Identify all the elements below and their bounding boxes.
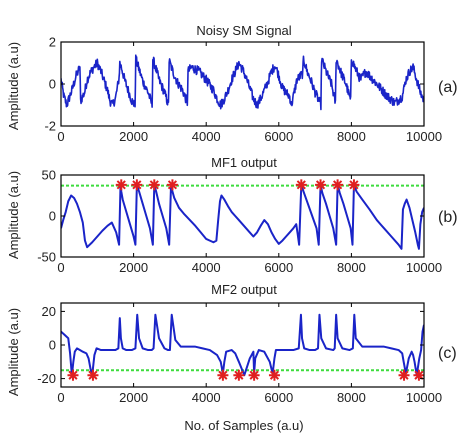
panel-c-xtick-label: 2000 bbox=[119, 390, 148, 405]
panel-c-title: MF2 output bbox=[211, 282, 277, 297]
panel-c-peak-marker bbox=[217, 369, 229, 381]
panel-c-ytick-label: -20 bbox=[37, 371, 56, 386]
panel-b-title: MF1 output bbox=[211, 155, 277, 170]
panel-a-xtick-label: 6000 bbox=[264, 129, 293, 144]
panel-b-peak-marker bbox=[131, 179, 143, 191]
panel-a-ytick-label: 0 bbox=[49, 77, 56, 92]
panel-b-peak-marker bbox=[115, 179, 127, 191]
panel-c-peak-marker bbox=[398, 369, 410, 381]
panel-a-ytick-label: 2 bbox=[49, 35, 56, 50]
panel-a-xtick-label: 8000 bbox=[337, 129, 366, 144]
panel-b-peak-marker bbox=[148, 179, 160, 191]
panel-b: MF1 output Amplitude (a.u) (b) 0 2000 4000… bbox=[6, 155, 458, 275]
panel-c-xtick-label: 10000 bbox=[406, 390, 442, 405]
panel-b-xtick-label: 10000 bbox=[406, 260, 442, 275]
panel-b-series-line bbox=[61, 183, 424, 250]
panel-b-xtick-label: 4000 bbox=[192, 260, 221, 275]
panel-a-ylabel: Amplitude (a.u) bbox=[6, 42, 21, 130]
panel-c-peak-marker bbox=[268, 369, 280, 381]
panel-b-label: (b) bbox=[438, 209, 458, 226]
panel-a-plot: 0 2000 4000 6000 8000 10000-202 bbox=[44, 35, 442, 145]
panel-b-ytick-label: 0 bbox=[49, 209, 56, 224]
panel-a-title: Noisy SM Signal bbox=[196, 23, 291, 38]
panel-a-ytick-label: -2 bbox=[44, 119, 56, 134]
panel-b-peak-marker bbox=[348, 179, 360, 191]
panel-c-xtick-label: 8000 bbox=[337, 390, 366, 405]
panel-c-ytick-label: 20 bbox=[42, 304, 56, 319]
panel-a-series-line bbox=[61, 54, 424, 111]
panel-b-xtick-label: 2000 bbox=[119, 260, 148, 275]
panel-a-xtick-label: 10000 bbox=[406, 129, 442, 144]
panel-b-xtick-label: 0 bbox=[57, 260, 64, 275]
panel-c-ytick-label: 0 bbox=[49, 338, 56, 353]
panel-c-xtick-label: 4000 bbox=[192, 390, 221, 405]
panel-b-ytick-label: -50 bbox=[37, 250, 56, 265]
panel-a-xtick-label: 2000 bbox=[119, 129, 148, 144]
panel-a: Noisy SM Signal Amplitude (a.u) (a) 0 200… bbox=[6, 23, 458, 144]
panel-c-xtick-label: 6000 bbox=[264, 390, 293, 405]
panel-b-peak-marker bbox=[315, 179, 327, 191]
panel-a-xtick-label: 4000 bbox=[192, 129, 221, 144]
panel-c-peak-marker bbox=[87, 369, 99, 381]
panel-c: MF2 output Amplitude (a.u) (c) No. of Sa… bbox=[6, 282, 457, 433]
panel-c-peak-marker bbox=[248, 369, 260, 381]
panel-b-xtick-label: 6000 bbox=[264, 260, 293, 275]
panel-c-xtick-label: 0 bbox=[57, 390, 64, 405]
panel-c-xlabel: No. of Samples (a.u) bbox=[184, 418, 303, 433]
panel-b-ytick-label: 50 bbox=[42, 168, 56, 183]
panel-c-peak-marker bbox=[67, 369, 79, 381]
panel-b-peak-marker bbox=[295, 179, 307, 191]
panel-c-peak-marker bbox=[233, 369, 245, 381]
panel-c-series-line bbox=[61, 313, 424, 377]
panel-b-peak-marker bbox=[332, 179, 344, 191]
panel-b-ylabel: Amplitude (a.u) bbox=[6, 171, 21, 259]
panel-b-axes-frame bbox=[60, 174, 425, 258]
panel-c-ylabel: Amplitude (a.u) bbox=[6, 308, 21, 396]
panel-c-peak-marker bbox=[413, 369, 425, 381]
panel-c-label: (c) bbox=[438, 345, 457, 362]
panel-a-label: (a) bbox=[438, 79, 458, 96]
panel-a-xtick-label: 0 bbox=[57, 129, 64, 144]
panel-a-axes-frame bbox=[60, 41, 425, 127]
panel-b-peak-marker bbox=[166, 179, 178, 191]
panel-b-xtick-label: 8000 bbox=[337, 260, 366, 275]
